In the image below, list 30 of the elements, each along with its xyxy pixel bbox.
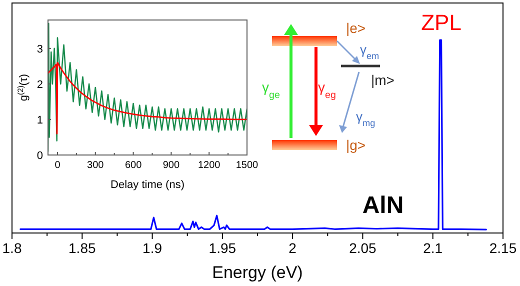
x-axis-title: Delay time (ns) bbox=[110, 179, 184, 191]
x-tick-label: 2.05 bbox=[349, 240, 377, 256]
annotation: γ$_{eg}$ bbox=[318, 79, 336, 100]
y-tick-label: 2 bbox=[36, 78, 43, 91]
x-axis-title: Energy (eV) bbox=[212, 263, 303, 282]
x-tick-label: 1500 bbox=[236, 160, 259, 171]
x-tick-label: 600 bbox=[124, 160, 142, 171]
annotation: AlN bbox=[362, 192, 404, 219]
x-tick-label: 0 bbox=[54, 160, 61, 171]
annotation: ZPL bbox=[421, 10, 462, 35]
annotation: |g> bbox=[346, 137, 366, 153]
annotation: γ$_{ge}$ bbox=[262, 79, 280, 100]
x-tick-label: 900 bbox=[162, 160, 180, 171]
y-tick-label: 3 bbox=[36, 43, 43, 56]
annotation: γ$_{mg}$ bbox=[356, 109, 376, 128]
x-tick-label: 1200 bbox=[198, 160, 221, 171]
annotation: γ$_{em}$ bbox=[360, 42, 380, 61]
text: |e> bbox=[346, 20, 366, 36]
y-tick-label: 0 bbox=[36, 150, 43, 162]
line-series bbox=[48, 62, 247, 134]
x-tick-label: 1.85 bbox=[68, 240, 96, 256]
x-tick-label: 2.1 bbox=[423, 240, 443, 256]
x-tick-label: 1.9 bbox=[142, 240, 162, 256]
x-tick-label: 1.8 bbox=[2, 240, 22, 256]
x-tick-label: 1.95 bbox=[208, 240, 236, 256]
y-tick-label: 1 bbox=[36, 114, 43, 126]
x-tick-label: 300 bbox=[87, 160, 104, 171]
x-tick-label: 2.15 bbox=[489, 240, 517, 256]
x-tick-label: 2 bbox=[288, 240, 297, 256]
annotation: |m> bbox=[371, 72, 394, 88]
